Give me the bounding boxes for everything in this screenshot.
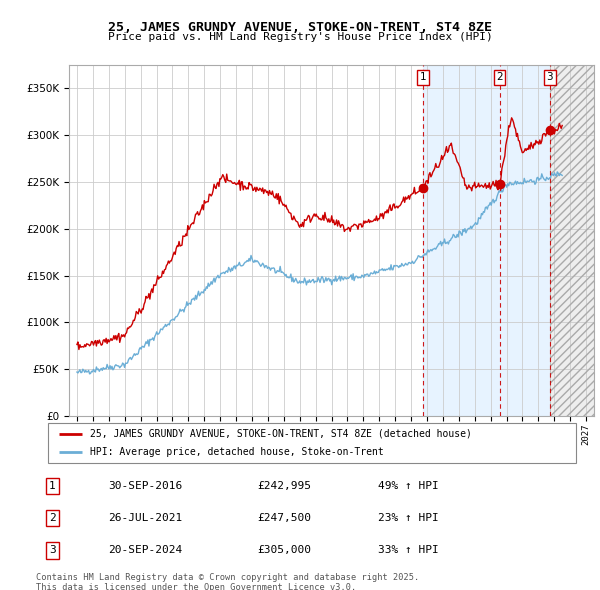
Text: 49% ↑ HPI: 49% ↑ HPI [378,481,439,491]
Text: £247,500: £247,500 [257,513,311,523]
Text: 1: 1 [419,72,426,82]
Text: 33% ↑ HPI: 33% ↑ HPI [378,545,439,555]
Text: Contains HM Land Registry data © Crown copyright and database right 2025.: Contains HM Land Registry data © Crown c… [36,573,419,582]
Text: 30-SEP-2016: 30-SEP-2016 [108,481,182,491]
Text: 23% ↑ HPI: 23% ↑ HPI [378,513,439,523]
Text: This data is licensed under the Open Government Licence v3.0.: This data is licensed under the Open Gov… [36,583,356,590]
FancyBboxPatch shape [48,423,576,463]
Text: 2: 2 [496,72,503,82]
Text: 20-SEP-2024: 20-SEP-2024 [108,545,182,555]
Text: 26-JUL-2021: 26-JUL-2021 [108,513,182,523]
Text: HPI: Average price, detached house, Stoke-on-Trent: HPI: Average price, detached house, Stok… [90,447,384,457]
Text: £242,995: £242,995 [257,481,311,491]
Text: 3: 3 [49,545,56,555]
Text: 2: 2 [49,513,56,523]
Text: 25, JAMES GRUNDY AVENUE, STOKE-ON-TRENT, ST4 8ZE: 25, JAMES GRUNDY AVENUE, STOKE-ON-TRENT,… [108,21,492,34]
Text: 1: 1 [49,481,56,491]
Bar [423,65,550,416]
Text: £305,000: £305,000 [257,545,311,555]
Text: Price paid vs. HM Land Registry's House Price Index (HPI): Price paid vs. HM Land Registry's House … [107,32,493,42]
Text: 3: 3 [547,72,553,82]
Text: 25, JAMES GRUNDY AVENUE, STOKE-ON-TRENT, ST4 8ZE (detached house): 25, JAMES GRUNDY AVENUE, STOKE-ON-TRENT,… [90,429,472,439]
